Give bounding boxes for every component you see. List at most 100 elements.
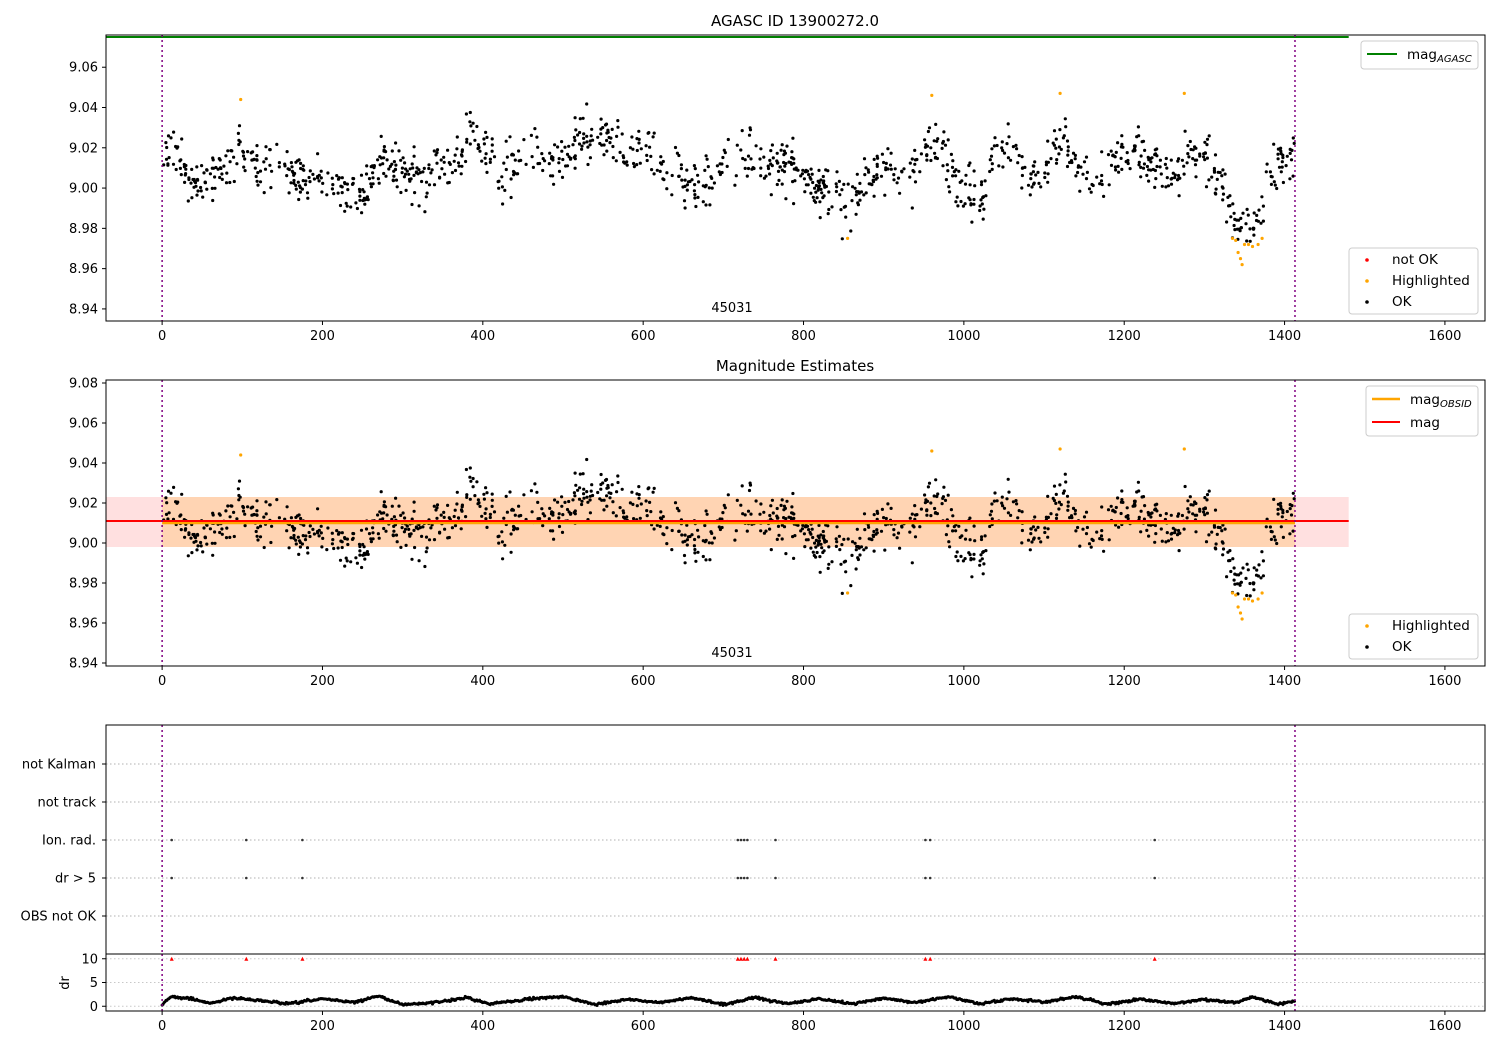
ok-point [385, 513, 389, 517]
ok-point [1180, 158, 1184, 162]
ok-point [923, 493, 927, 497]
ok-point [326, 526, 330, 530]
ok-point [1113, 165, 1117, 169]
ok-point [1237, 573, 1241, 577]
ok-point [1221, 186, 1225, 190]
ok-point [1183, 129, 1187, 133]
ok-point [551, 156, 555, 160]
ok-point [1054, 501, 1058, 505]
ok-point [407, 172, 411, 176]
ok-point [685, 188, 689, 192]
ok-point [704, 183, 708, 187]
ok-point [522, 138, 526, 142]
x-tick-label: 1600 [1428, 674, 1461, 689]
ok-point [509, 532, 513, 536]
ok-point [211, 553, 215, 557]
ok-point [422, 166, 426, 170]
ok-point [301, 164, 305, 168]
ok-point [1241, 211, 1245, 215]
ok-point [821, 529, 825, 534]
ok-point [171, 162, 176, 166]
ok-point [164, 496, 168, 500]
ok-point [733, 538, 737, 542]
ok-point [390, 149, 394, 153]
ok-point [1016, 161, 1020, 165]
ok-point [362, 190, 366, 194]
ok-point [610, 127, 614, 131]
ok-point [948, 190, 952, 194]
ok-point [364, 172, 369, 176]
ok-point [193, 536, 198, 540]
ok-point [934, 122, 938, 126]
ok-point [1043, 175, 1047, 180]
ok-point [918, 170, 922, 174]
ok-point [683, 178, 687, 182]
ok-point [277, 161, 281, 165]
ok-point [911, 169, 915, 173]
ok-point [707, 186, 711, 190]
ok-point [1177, 549, 1181, 553]
ok-point [796, 523, 800, 527]
ok-point [547, 517, 551, 521]
ok-point [1000, 495, 1004, 499]
ok-point [535, 135, 539, 139]
ok-point [813, 541, 817, 545]
ok-point [410, 557, 414, 561]
ok-point [859, 190, 864, 194]
ok-point [1139, 175, 1143, 179]
ok-point [661, 177, 665, 181]
ok-point [685, 538, 690, 542]
ok-point [857, 190, 861, 194]
ok-point [696, 550, 700, 554]
ok-point [476, 498, 480, 502]
ok-point [432, 183, 437, 187]
ok-point [790, 505, 794, 509]
ok-point [932, 139, 936, 143]
ok-point [256, 171, 260, 175]
ok-point [1260, 195, 1264, 199]
ok-point [254, 529, 258, 534]
ok-point [588, 498, 592, 502]
ok-point [1085, 525, 1089, 530]
ok-point [1281, 535, 1285, 540]
dr-flag-marker [1152, 956, 1157, 961]
ok-point [815, 196, 819, 200]
ok-point [784, 517, 788, 521]
dr-flag-marker [745, 956, 750, 961]
ok-point [784, 161, 788, 166]
ok-point [1140, 140, 1144, 144]
ok-point [982, 207, 986, 211]
ok-point [1081, 527, 1085, 531]
ok-point [867, 170, 871, 174]
ok-point [934, 478, 938, 482]
ok-point [1044, 163, 1048, 167]
ok-point [202, 171, 206, 175]
panel1-y-axis: 8.948.968.989.009.029.049.06 [69, 61, 106, 317]
x-tick-label: 1000 [947, 1019, 980, 1034]
ok-point [387, 167, 391, 171]
ok-point [1255, 568, 1259, 572]
ok-point [782, 153, 786, 157]
ok-point [399, 190, 403, 195]
ok-point [407, 527, 411, 532]
ok-point [1017, 153, 1021, 158]
ok-point [819, 542, 823, 546]
ok-point [704, 203, 708, 207]
ok-point [319, 524, 323, 528]
ok-point [854, 193, 858, 197]
ok-point [867, 525, 871, 529]
ok-point [588, 156, 593, 160]
ok-point [811, 195, 815, 199]
x-tick-label: 1400 [1268, 1019, 1301, 1034]
ok-point [972, 552, 976, 557]
ok-point [277, 516, 281, 520]
ok-point [294, 187, 298, 191]
ok-point [224, 154, 228, 158]
ok-point [1132, 147, 1136, 151]
ok-point [649, 510, 653, 514]
ok-point [497, 541, 501, 545]
ok-point [299, 161, 303, 165]
ok-point [703, 168, 707, 172]
ok-point [464, 159, 468, 164]
ok-point [320, 545, 324, 549]
